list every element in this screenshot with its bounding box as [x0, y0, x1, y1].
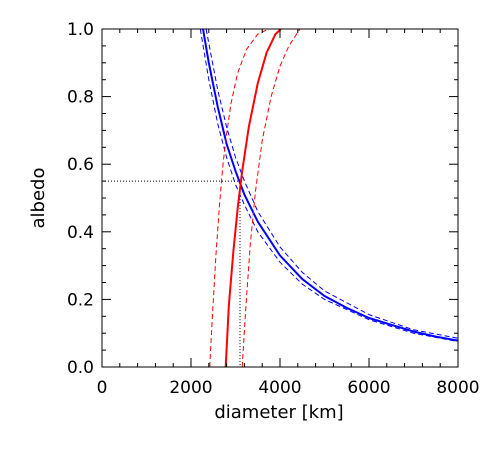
blue-dashed-curve-2 [199, 29, 458, 343]
y-tick-label: 0.2 [67, 290, 94, 310]
y-tick-label: 0.0 [67, 358, 94, 378]
blue-solid-curve-1 [202, 29, 458, 342]
plot-frame [101, 28, 459, 368]
red-dashed-curve-5 [209, 29, 270, 367]
y-tick-label: 0.8 [67, 88, 94, 108]
x-tick-label: 4000 [258, 378, 301, 398]
plot-curves [102, 29, 458, 367]
blue-dashed-curve-3 [205, 29, 458, 339]
y-tick-label: 0.4 [67, 223, 94, 243]
red-solid-curve-4 [224, 29, 282, 367]
y-tick-label: 1.0 [67, 20, 94, 40]
plot-border [101, 28, 459, 368]
x-tick-label: 2000 [169, 378, 212, 398]
x-tick-label: 6000 [347, 378, 390, 398]
x-tick-labels: 0 2000 4000 6000 8000 [97, 378, 480, 398]
x-axis-title: diameter [km] [214, 402, 343, 423]
y-tick-label: 0.6 [67, 155, 94, 175]
y-axis-title: albedo [28, 168, 49, 229]
y-tick-labels: 0.0 0.2 0.4 0.6 0.8 1.0 [67, 20, 94, 378]
red-dashed-curve-6 [241, 29, 301, 367]
axis-ticks [101, 28, 459, 368]
x-tick-label: 8000 [436, 378, 479, 398]
x-tick-label: 0 [97, 378, 108, 398]
